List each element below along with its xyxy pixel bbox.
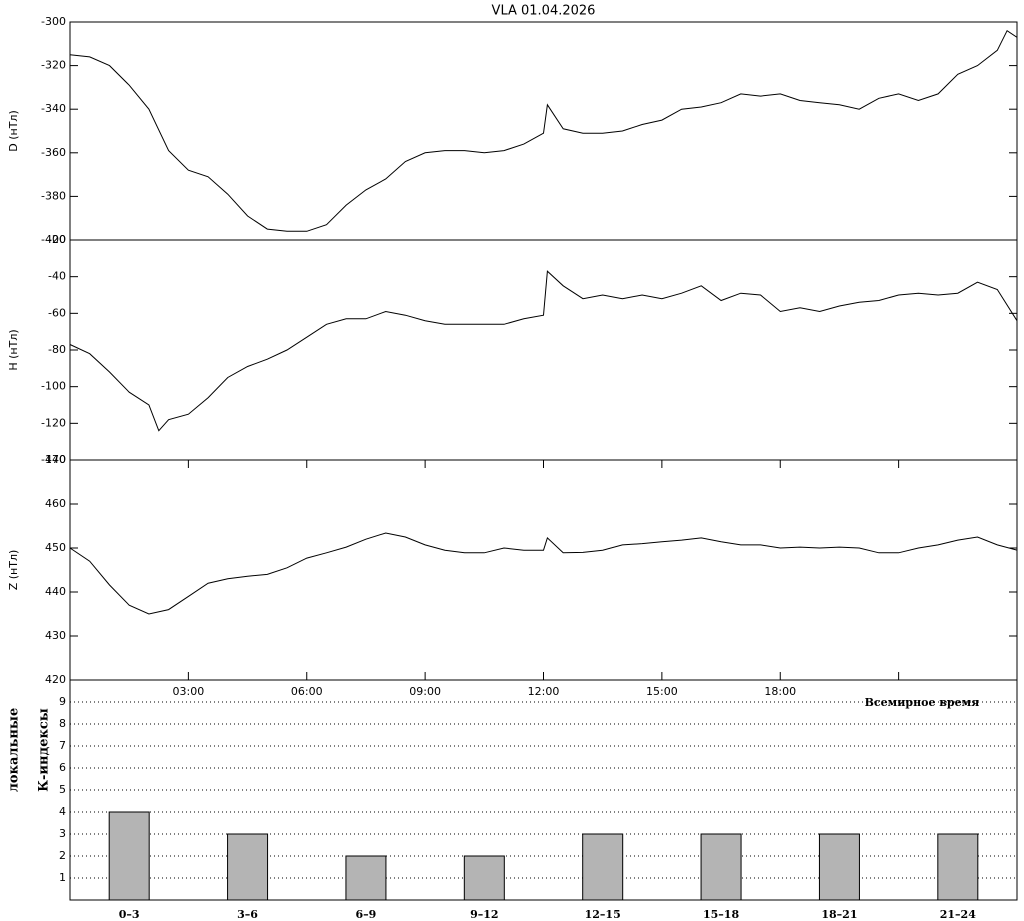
bar [463,855,505,901]
data-line [69,532,1018,615]
y-tick-label: 420 [45,673,66,686]
y-tick-label: 440 [45,585,66,598]
bar [700,833,742,901]
y-tick-label: -80 [48,343,66,356]
y-tick-label: -400 [41,233,66,246]
y-tick-label: -40 [48,270,66,283]
y-tick-label: 4 [59,805,66,818]
plot-frame [69,459,1018,681]
bar [582,833,624,901]
y-tick-label: 470 [45,453,66,466]
y-tick-label: -320 [41,59,66,72]
x-tick-label: 15:00 [646,685,678,698]
y-tick-label: -100 [41,380,66,393]
y-tick-label: 5 [59,783,66,796]
chart-title: VLA 01.04.2026 [492,4,596,19]
bar [818,833,860,901]
bar [937,833,979,901]
y-axis-label: D (нТл) [7,110,20,152]
y-tick-label: 1 [59,871,66,884]
y-tick-label: 450 [45,541,66,554]
x-tick-label: 0–3 [119,908,140,921]
x-tick-label: 06:00 [291,685,323,698]
x-tick-label: 12:00 [528,685,560,698]
y-tick-label: -140 [41,453,66,466]
x-tick-label: 21–24 [940,908,976,921]
y-axis-label: К-индексы [37,708,52,792]
y-tick-label: -60 [48,306,66,319]
bar [227,833,269,901]
x-tick-label: 15–18 [703,908,739,921]
data-line [69,29,1018,232]
y-tick-label: 3 [59,827,66,840]
x-tick-label: 18–21 [821,908,857,921]
data-line [69,270,1018,432]
y-tick-label: 9 [59,695,66,708]
x-tick-label: 18:00 [764,685,796,698]
y-tick-label: -380 [41,189,66,202]
y-tick-label: 6 [59,761,66,774]
y-axis-label: Z (нТл) [7,550,20,591]
y-axis-label: локальные [7,708,22,792]
bar [345,855,387,901]
x-tick-label: 09:00 [409,685,441,698]
y-tick-label: -360 [41,146,66,159]
x-tick-label: 3–6 [237,908,258,921]
x-tick-label: 9–12 [470,908,498,921]
y-tick-label: 7 [59,739,66,752]
y-tick-label: 460 [45,497,66,510]
x-tick-label: 6–9 [356,908,377,921]
x-tick-label: 12–15 [585,908,621,921]
plot-frame [69,239,1018,461]
y-tick-label: 8 [59,717,66,730]
y-tick-label: -340 [41,102,66,115]
y-tick-label: -300 [41,15,66,28]
y-tick-label: 430 [45,629,66,642]
bar [108,811,150,901]
x-tick-label: 03:00 [173,685,205,698]
y-tick-label: -120 [41,416,66,429]
y-tick-label: -20 [48,233,66,246]
y-tick-label: 2 [59,849,66,862]
y-axis-label: H (нТл) [7,329,20,370]
